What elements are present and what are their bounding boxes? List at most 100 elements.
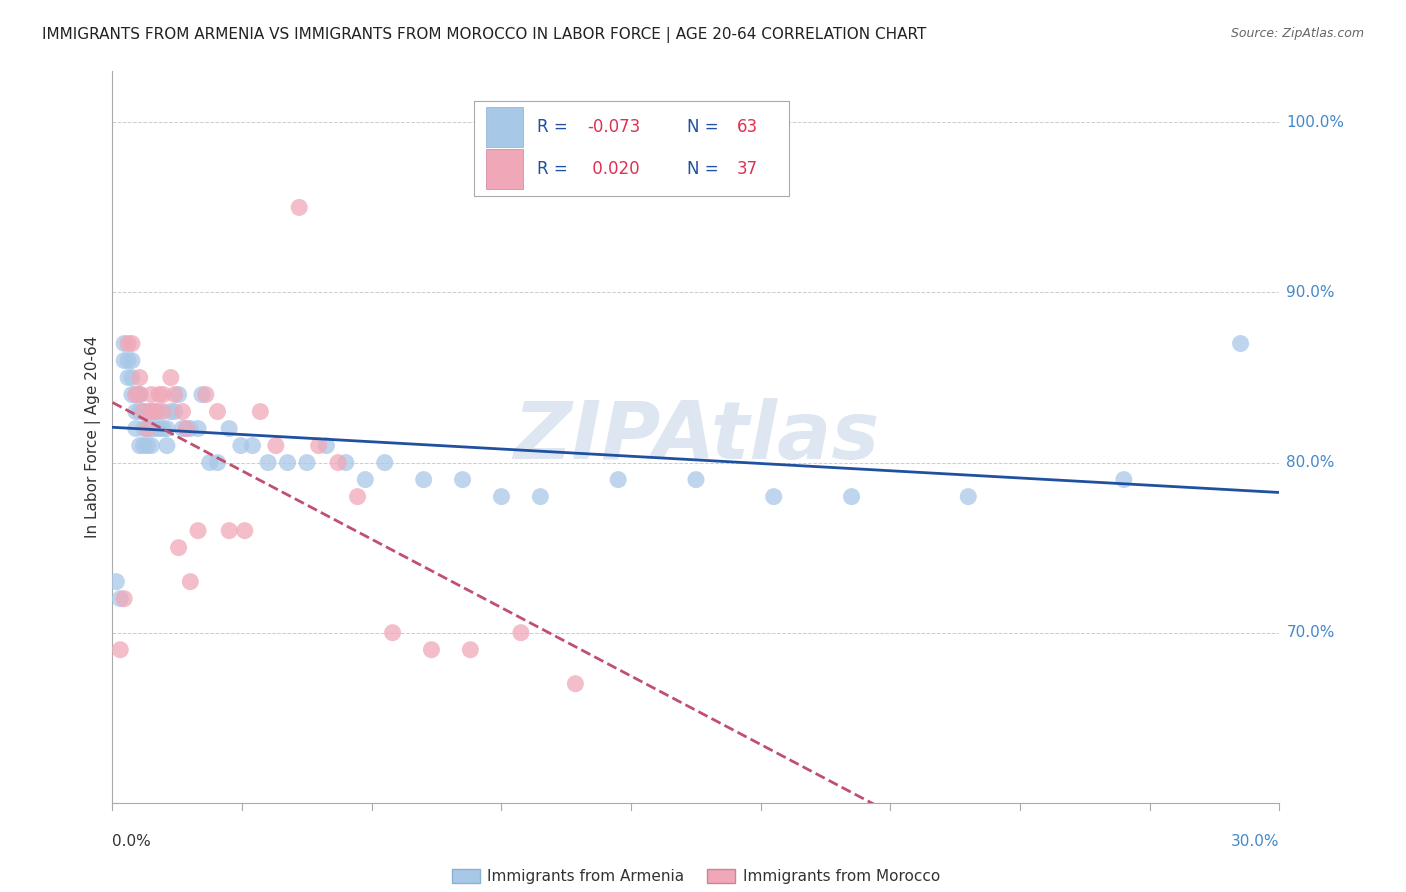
Point: [128, 387, 150, 401]
Text: 0.0%: 0.0%: [112, 834, 152, 849]
Text: N =: N =: [686, 119, 724, 136]
Point: [1229, 336, 1251, 351]
Point: [141, 404, 163, 418]
Point: [187, 421, 209, 435]
Point: [125, 404, 148, 418]
Point: [128, 387, 150, 401]
Point: [381, 625, 404, 640]
Point: [128, 387, 150, 401]
Point: [112, 591, 135, 606]
Point: [160, 404, 183, 418]
Point: [257, 456, 280, 470]
Point: [125, 421, 148, 435]
Point: [179, 574, 201, 589]
Point: [346, 490, 368, 504]
Point: [233, 524, 256, 538]
Point: [207, 404, 229, 418]
FancyBboxPatch shape: [486, 149, 523, 189]
Point: [128, 439, 150, 453]
Point: [156, 421, 179, 435]
Point: [143, 421, 166, 435]
Point: [564, 677, 586, 691]
Point: [128, 370, 150, 384]
Text: 70.0%: 70.0%: [1286, 625, 1334, 640]
Point: [110, 591, 132, 606]
Point: [1112, 473, 1135, 487]
Point: [172, 404, 194, 418]
Text: N =: N =: [686, 160, 724, 178]
Point: [143, 404, 166, 418]
Point: [121, 387, 143, 401]
Text: R =: R =: [537, 119, 574, 136]
Point: [136, 404, 159, 418]
Point: [218, 421, 240, 435]
Point: [148, 404, 170, 418]
Point: [420, 642, 443, 657]
Point: [163, 404, 186, 418]
Point: [141, 387, 163, 401]
Text: R =: R =: [537, 160, 574, 178]
Point: [132, 404, 155, 418]
Point: [315, 439, 337, 453]
Point: [187, 524, 209, 538]
Point: [117, 353, 139, 368]
Text: 100.0%: 100.0%: [1286, 115, 1344, 130]
Point: [141, 421, 163, 435]
Point: [685, 473, 707, 487]
Text: 0.020: 0.020: [588, 160, 640, 178]
Point: [194, 387, 217, 401]
Point: [112, 336, 135, 351]
Point: [136, 439, 159, 453]
Point: [412, 473, 434, 487]
Point: [276, 456, 298, 470]
Point: [288, 201, 311, 215]
Point: [136, 421, 159, 435]
Point: [121, 336, 143, 351]
Point: [529, 490, 551, 504]
Point: [141, 404, 163, 418]
Point: [607, 473, 630, 487]
Point: [156, 439, 179, 453]
Point: [132, 404, 155, 418]
Point: [117, 370, 139, 384]
Text: 63: 63: [737, 119, 758, 136]
Point: [167, 541, 190, 555]
Point: [172, 421, 194, 435]
Point: [105, 574, 128, 589]
FancyBboxPatch shape: [474, 101, 789, 195]
FancyBboxPatch shape: [486, 107, 523, 147]
Point: [176, 421, 198, 435]
Y-axis label: In Labor Force | Age 20-64: In Labor Force | Age 20-64: [86, 336, 101, 538]
Point: [121, 353, 143, 368]
Point: [762, 490, 785, 504]
Point: [148, 387, 170, 401]
Text: 80.0%: 80.0%: [1286, 455, 1334, 470]
Point: [374, 456, 396, 470]
Text: IMMIGRANTS FROM ARMENIA VS IMMIGRANTS FROM MOROCCO IN LABOR FORCE | AGE 20-64 CO: IMMIGRANTS FROM ARMENIA VS IMMIGRANTS FR…: [42, 27, 927, 43]
Point: [152, 421, 174, 435]
Text: Source: ZipAtlas.com: Source: ZipAtlas.com: [1230, 27, 1364, 40]
Point: [110, 642, 132, 657]
Point: [198, 456, 221, 470]
Point: [326, 456, 349, 470]
Point: [207, 456, 229, 470]
Point: [509, 625, 531, 640]
Text: -0.073: -0.073: [588, 119, 641, 136]
Point: [218, 524, 240, 538]
Text: 37: 37: [737, 160, 758, 178]
Point: [163, 387, 186, 401]
Point: [460, 642, 482, 657]
Text: 30.0%: 30.0%: [1232, 834, 1279, 849]
Point: [152, 404, 174, 418]
Point: [354, 473, 377, 487]
Point: [121, 370, 143, 384]
Point: [132, 439, 155, 453]
Text: 90.0%: 90.0%: [1286, 285, 1334, 300]
Point: [491, 490, 513, 504]
Point: [143, 404, 166, 418]
Point: [167, 387, 190, 401]
Point: [264, 439, 287, 453]
Point: [141, 439, 163, 453]
Point: [176, 421, 198, 435]
Point: [191, 387, 214, 401]
